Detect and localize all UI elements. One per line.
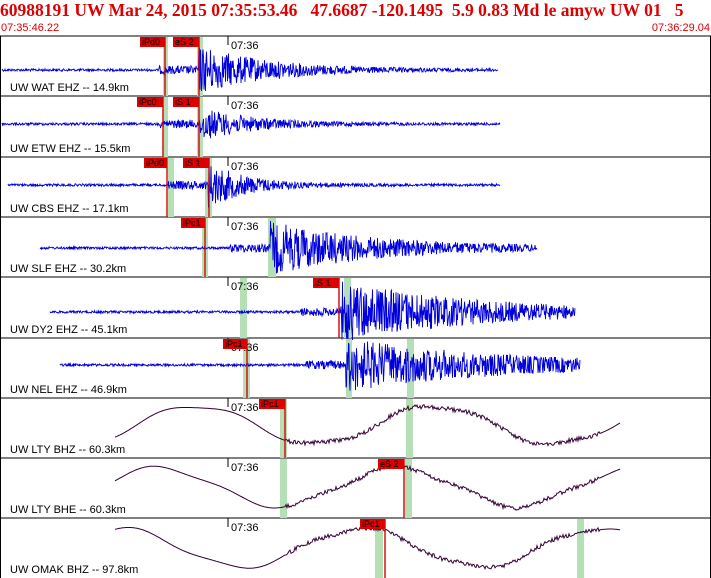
predicted-arrival-window (577, 519, 584, 578)
event-network-2: UW (609, 0, 640, 20)
event-lon: -120.1495 (371, 0, 444, 20)
pick-label: iS 1 (175, 97, 191, 107)
predicted-arrival-window (280, 399, 287, 458)
pick-flag[interactable] (183, 158, 209, 168)
pick-label: iPc1 (261, 399, 279, 409)
event-header: 60988191 UW Mar 24, 2015 07:35:53.46 47.… (0, 0, 711, 22)
station-label: UW ETW EHZ -- 15.5km (10, 143, 130, 155)
pick-label: eS 2 (380, 459, 399, 469)
waveform (49, 281, 576, 341)
pick-flag[interactable] (173, 97, 199, 107)
predicted-arrival-window (405, 459, 412, 518)
pick-flag[interactable] (137, 97, 163, 107)
pick-flag[interactable] (144, 158, 167, 168)
waveform (114, 404, 621, 447)
pick-flag[interactable] (173, 37, 199, 47)
predicted-arrival-window (406, 399, 413, 458)
minute-tick-label: 07:36 (231, 462, 259, 474)
pick-flag[interactable] (259, 399, 285, 409)
predicted-arrival-window (240, 278, 247, 338)
minute-tick-label: 07:36 (231, 281, 259, 293)
pick-flag[interactable] (313, 278, 339, 288)
time-start-label: 07:35:46.22 (1, 22, 60, 34)
event-type: le (543, 0, 557, 20)
pick-flag[interactable] (181, 218, 205, 228)
predicted-arrival-window (375, 519, 383, 578)
station-label: UW SLF EHZ -- 30.2km (10, 263, 126, 275)
pick-label: iS 1 (315, 278, 331, 288)
event-lat: 47.6687 (310, 0, 368, 20)
station-label: UW WAT EHZ -- 14.9km (10, 82, 129, 94)
event-author: amyw (560, 0, 606, 20)
waveform (7, 166, 501, 208)
minute-tick-label: 07:36 (231, 221, 259, 233)
station-label: UW DY2 EHZ -- 45.1km (10, 324, 127, 336)
pick-label: iS 1 (185, 158, 201, 168)
pick-flag[interactable] (360, 519, 385, 529)
pick-label: iPc0 (139, 97, 157, 107)
minute-tick-label: 07:36 (231, 100, 259, 112)
pick-flag[interactable] (223, 339, 247, 349)
minute-tick-label: 07:36 (231, 402, 259, 414)
station-label: UW LTY BHE -- 60.3km (10, 504, 126, 516)
pick-flag[interactable] (140, 37, 165, 47)
predicted-arrival-window (280, 459, 287, 518)
station-label: UW OMAK BHZ -- 97.8km (10, 564, 138, 576)
event-magnitude: 0.83 Md (478, 0, 540, 20)
waveform (1, 110, 501, 139)
pick-label: iPd0 (146, 158, 164, 168)
waveform (39, 220, 538, 274)
event-network: UW (74, 0, 105, 20)
minute-tick-label: 07:36 (231, 161, 259, 173)
waveform (59, 341, 581, 391)
station-label: UW NEL EHZ -- 46.9km (10, 384, 127, 396)
event-version: 01 (644, 0, 662, 20)
event-date: Mar 24, 2015 (108, 0, 207, 20)
event-depth: 5.9 (451, 0, 474, 20)
event-id: 60988191 (0, 0, 70, 20)
pick-flag[interactable] (378, 459, 404, 469)
predicted-arrival-window (168, 158, 174, 217)
station-label: UW LTY BHZ -- 60.3km (10, 444, 125, 456)
pick-label: iPc1 (225, 339, 243, 349)
pick-label: iPc1 (183, 218, 201, 228)
pick-label: eS 2 (175, 37, 194, 47)
pick-label: iPc1 (362, 519, 380, 529)
time-end-label: 07:36:29.04 (651, 22, 710, 34)
predicted-arrival-window (268, 218, 276, 277)
pick-label: iPd0 (142, 37, 160, 47)
station-label: UW CBS EHZ -- 17.1km (10, 203, 129, 215)
minute-tick-label: 07:36 (231, 522, 259, 534)
waveform (1, 47, 499, 92)
predicted-arrival-window (163, 97, 168, 157)
minute-tick-label: 07:36 (231, 40, 259, 52)
event-time: 07:35:53.46 (211, 0, 298, 20)
waveform (114, 525, 621, 570)
event-extra: 5 (674, 0, 684, 20)
waveform (114, 462, 621, 511)
